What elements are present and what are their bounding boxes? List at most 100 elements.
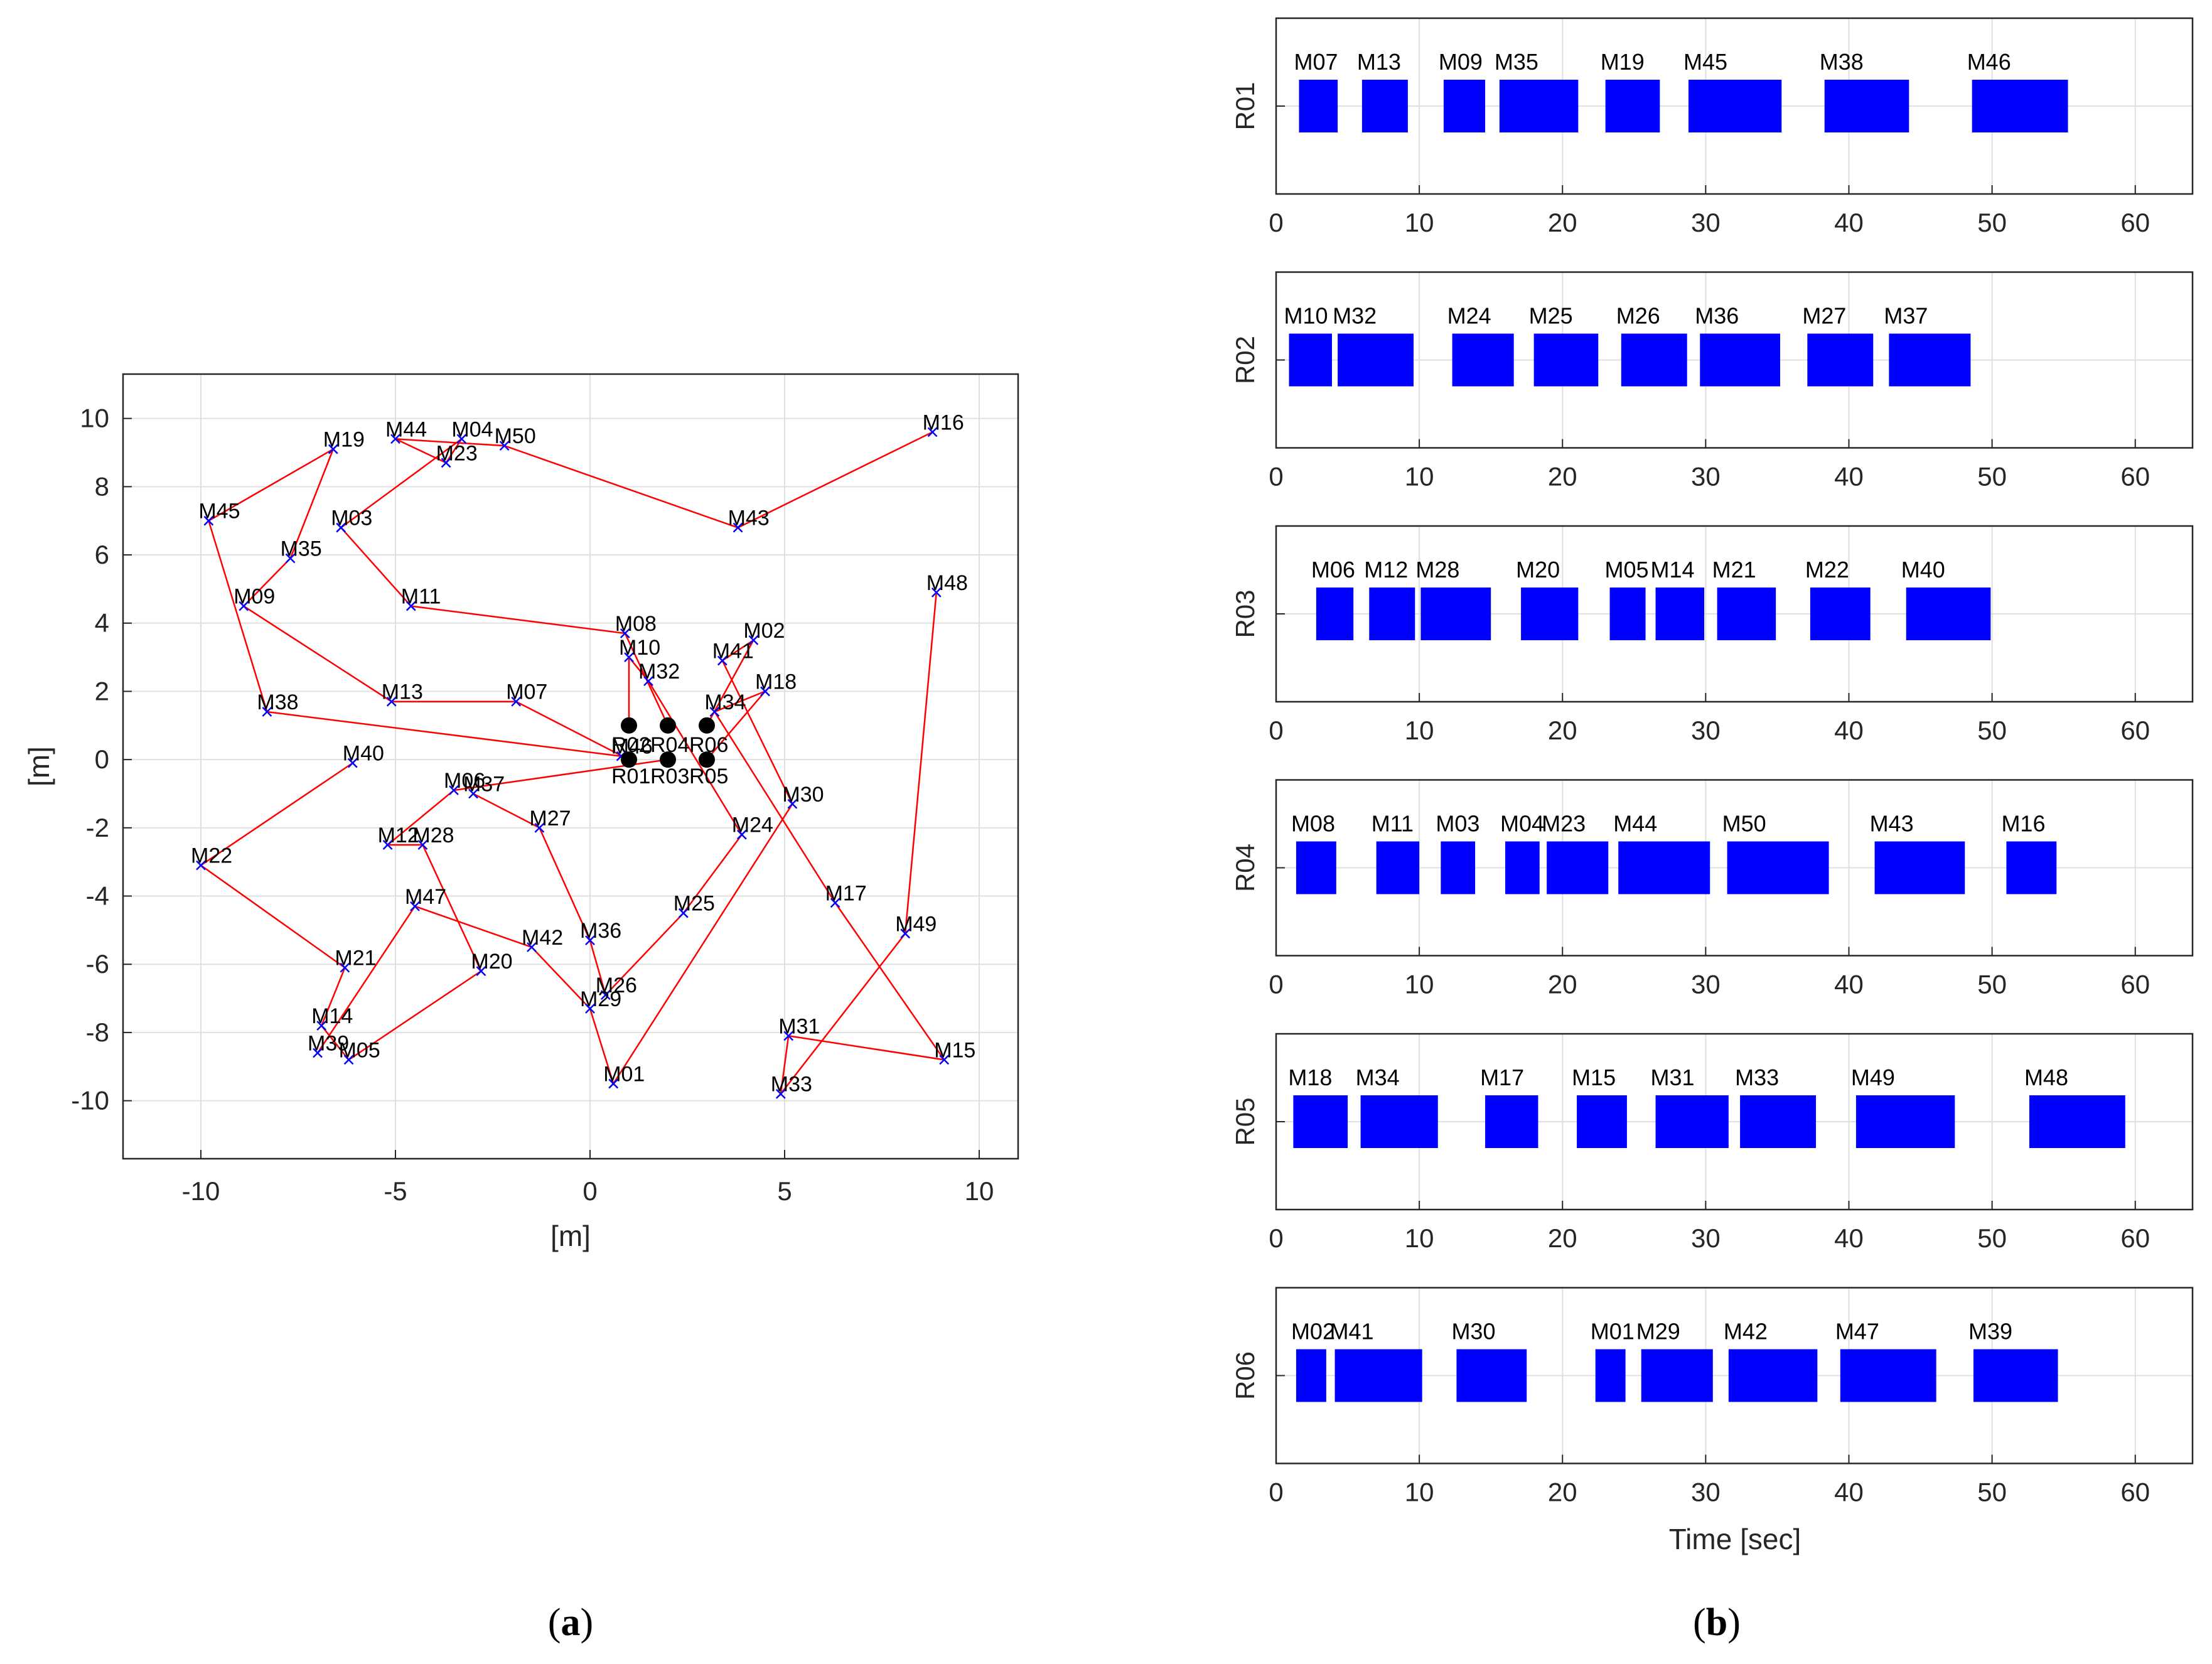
robot-point-r03 xyxy=(660,751,676,768)
gantt-bar-m03 xyxy=(1441,841,1476,894)
task-label-m04: M04 xyxy=(451,417,493,441)
task-marker-m42 xyxy=(527,942,537,952)
task-marker-m33 xyxy=(775,1088,786,1099)
task-marker-m25 xyxy=(678,908,689,918)
gantt-bar-label-m15: M15 xyxy=(1572,1065,1616,1090)
gantt-bar-m26 xyxy=(1621,333,1687,387)
gantt-bar-label-m05: M05 xyxy=(1605,557,1649,582)
gantt-bar-label-m14: M14 xyxy=(1651,557,1695,582)
a-ytick-label: -6 xyxy=(86,949,109,979)
gantt-bar-label-m23: M23 xyxy=(1542,811,1586,837)
task-marker-m13 xyxy=(386,696,397,707)
task-label-m14: M14 xyxy=(311,1004,353,1028)
task-label-m11: M11 xyxy=(401,585,441,609)
task-marker-stroke xyxy=(499,441,510,451)
panel-a-caption-open: ( xyxy=(548,1601,561,1644)
route-r04 xyxy=(340,431,933,726)
gantt-bar-m11 xyxy=(1376,841,1420,894)
task-marker-m27 xyxy=(534,822,545,833)
task-label-m28: M28 xyxy=(412,824,454,847)
gantt-row-label: R02 xyxy=(1230,336,1260,384)
gantt-bar-label-m41: M41 xyxy=(1330,1319,1374,1345)
task-label-m27: M27 xyxy=(529,807,571,830)
gantt-bar-label-m04: M04 xyxy=(1500,811,1544,837)
gantt-bar-label-m44: M44 xyxy=(1613,811,1657,837)
panel-a-point-labels: M01 M02 M03 M04 M05 M06 M07 M08 M09 M10 M11 M12 M13 M… xyxy=(191,411,975,1096)
gantt-xtick-label: 40 xyxy=(1834,208,1864,237)
task-marker-stroke xyxy=(775,1088,786,1099)
gantt-bar-label-m30: M30 xyxy=(1451,1319,1495,1345)
task-label-m17: M17 xyxy=(825,881,867,905)
gantt-bar-label-m09: M09 xyxy=(1439,49,1483,75)
task-marker-stroke xyxy=(643,676,653,687)
gantt-bar-label-m17: M17 xyxy=(1480,1065,1524,1090)
gantt-row-label: R05 xyxy=(1230,1097,1260,1146)
gantt-xtick-label: 50 xyxy=(1977,970,2007,999)
task-marker-stroke xyxy=(830,898,840,908)
gantt-bar-m18 xyxy=(1293,1095,1348,1148)
task-marker-m44 xyxy=(390,434,400,444)
a-ytick-label: -10 xyxy=(71,1086,109,1115)
gantt-bar-m40 xyxy=(1906,588,1991,640)
a-xtick-label: -5 xyxy=(384,1176,407,1206)
gantt-bar-label-m18: M18 xyxy=(1288,1065,1332,1090)
task-label-m01: M01 xyxy=(603,1062,645,1086)
gantt-bar-m31 xyxy=(1655,1095,1729,1148)
task-marker-stroke xyxy=(624,652,634,662)
task-label-m31: M31 xyxy=(778,1014,820,1038)
gantt-bar-m05 xyxy=(1609,588,1646,640)
gantt-bar-m24 xyxy=(1452,333,1514,387)
task-marker-stroke xyxy=(203,515,214,526)
task-label-m39: M39 xyxy=(308,1032,349,1056)
gantt-bar-label-m19: M19 xyxy=(1601,49,1645,75)
task-marker-stroke xyxy=(534,822,545,833)
task-marker-stroke xyxy=(441,458,451,468)
gantt-bar-m35 xyxy=(1499,80,1579,132)
task-marker-m48 xyxy=(931,587,942,598)
gantt-bar-m37 xyxy=(1889,333,1971,387)
gantt-bar-label-m32: M32 xyxy=(1333,303,1377,329)
task-marker-m28 xyxy=(417,840,428,850)
gantt-xtick-label: 0 xyxy=(1269,208,1283,237)
gantt-bar-m46 xyxy=(1972,80,2068,132)
gantt-bar-label-m40: M40 xyxy=(1901,557,1945,582)
task-label-m09: M09 xyxy=(234,585,275,609)
task-marker-m43 xyxy=(733,522,743,533)
gantt-bar-m14 xyxy=(1655,588,1705,640)
task-label-m41: M41 xyxy=(712,640,754,663)
gantt-bar-m08 xyxy=(1296,841,1336,894)
task-marker-m12 xyxy=(382,840,393,850)
gantt-bar-label-m16: M16 xyxy=(2001,811,2045,837)
gantt-xtick-label: 60 xyxy=(2120,1223,2150,1253)
task-marker-m05 xyxy=(343,1055,354,1065)
gantt-xtick-label: 40 xyxy=(1834,970,1864,999)
a-xtick-label: 0 xyxy=(583,1176,597,1206)
task-marker-stroke xyxy=(347,758,358,768)
task-marker-stroke xyxy=(585,1003,595,1014)
gantt-bar-m33 xyxy=(1740,1095,1817,1148)
task-marker-stroke xyxy=(196,860,206,871)
task-label-m19: M19 xyxy=(323,428,365,452)
gantt-xtick-label: 50 xyxy=(1977,462,2007,491)
task-label-m47: M47 xyxy=(405,885,446,909)
gantt-xtick-label: 20 xyxy=(1548,462,1577,491)
gantt-row-label: R03 xyxy=(1230,589,1260,638)
gantt-xtick-label: 40 xyxy=(1834,462,1864,491)
task-marker-m02 xyxy=(748,635,759,645)
task-marker-m47 xyxy=(410,901,420,911)
panel-b-xlabel: Time [sec] xyxy=(1669,1523,1801,1555)
task-marker-m40 xyxy=(347,758,358,768)
task-label-m35: M35 xyxy=(281,537,322,561)
task-label-m08: M08 xyxy=(615,612,657,636)
gantt-xtick-label: 40 xyxy=(1834,716,1864,745)
gantt-bar-m17 xyxy=(1485,1095,1538,1148)
a-xtick-label: 5 xyxy=(777,1176,792,1206)
gantt-row-label: R06 xyxy=(1230,1351,1260,1400)
gantt-xtick-label: 10 xyxy=(1405,970,1434,999)
task-label-m24: M24 xyxy=(732,813,773,837)
gantt-xtick-label: 0 xyxy=(1269,462,1283,491)
robot-label-r05: R05 xyxy=(689,765,728,788)
task-label-m15: M15 xyxy=(934,1038,975,1062)
gantt-bar-m48 xyxy=(2029,1095,2125,1148)
